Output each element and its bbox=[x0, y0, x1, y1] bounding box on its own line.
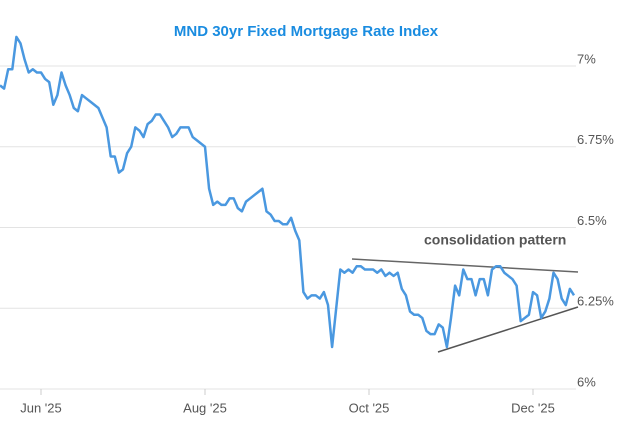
x-tick-label: Aug '25 bbox=[183, 400, 227, 415]
y-tick-label: 6.75% bbox=[577, 132, 614, 147]
x-tick-label: Oct '25 bbox=[349, 400, 390, 415]
trend-line-lower bbox=[437, 306, 579, 353]
x-tick-label: Dec '25 bbox=[511, 400, 555, 415]
annotation: consolidation pattern bbox=[424, 232, 566, 248]
y-tick-label: 6.5% bbox=[577, 213, 607, 228]
y-tick-label: 6% bbox=[577, 374, 596, 389]
chart-title: MND 30yr Fixed Mortgage Rate Index bbox=[174, 23, 439, 40]
y-tick-label: 6.25% bbox=[577, 294, 614, 309]
x-tick-label: Jun '25 bbox=[20, 400, 62, 415]
rate-line bbox=[0, 35, 576, 349]
y-tick-label: 7% bbox=[577, 51, 596, 66]
trend-line-upper bbox=[351, 258, 579, 273]
